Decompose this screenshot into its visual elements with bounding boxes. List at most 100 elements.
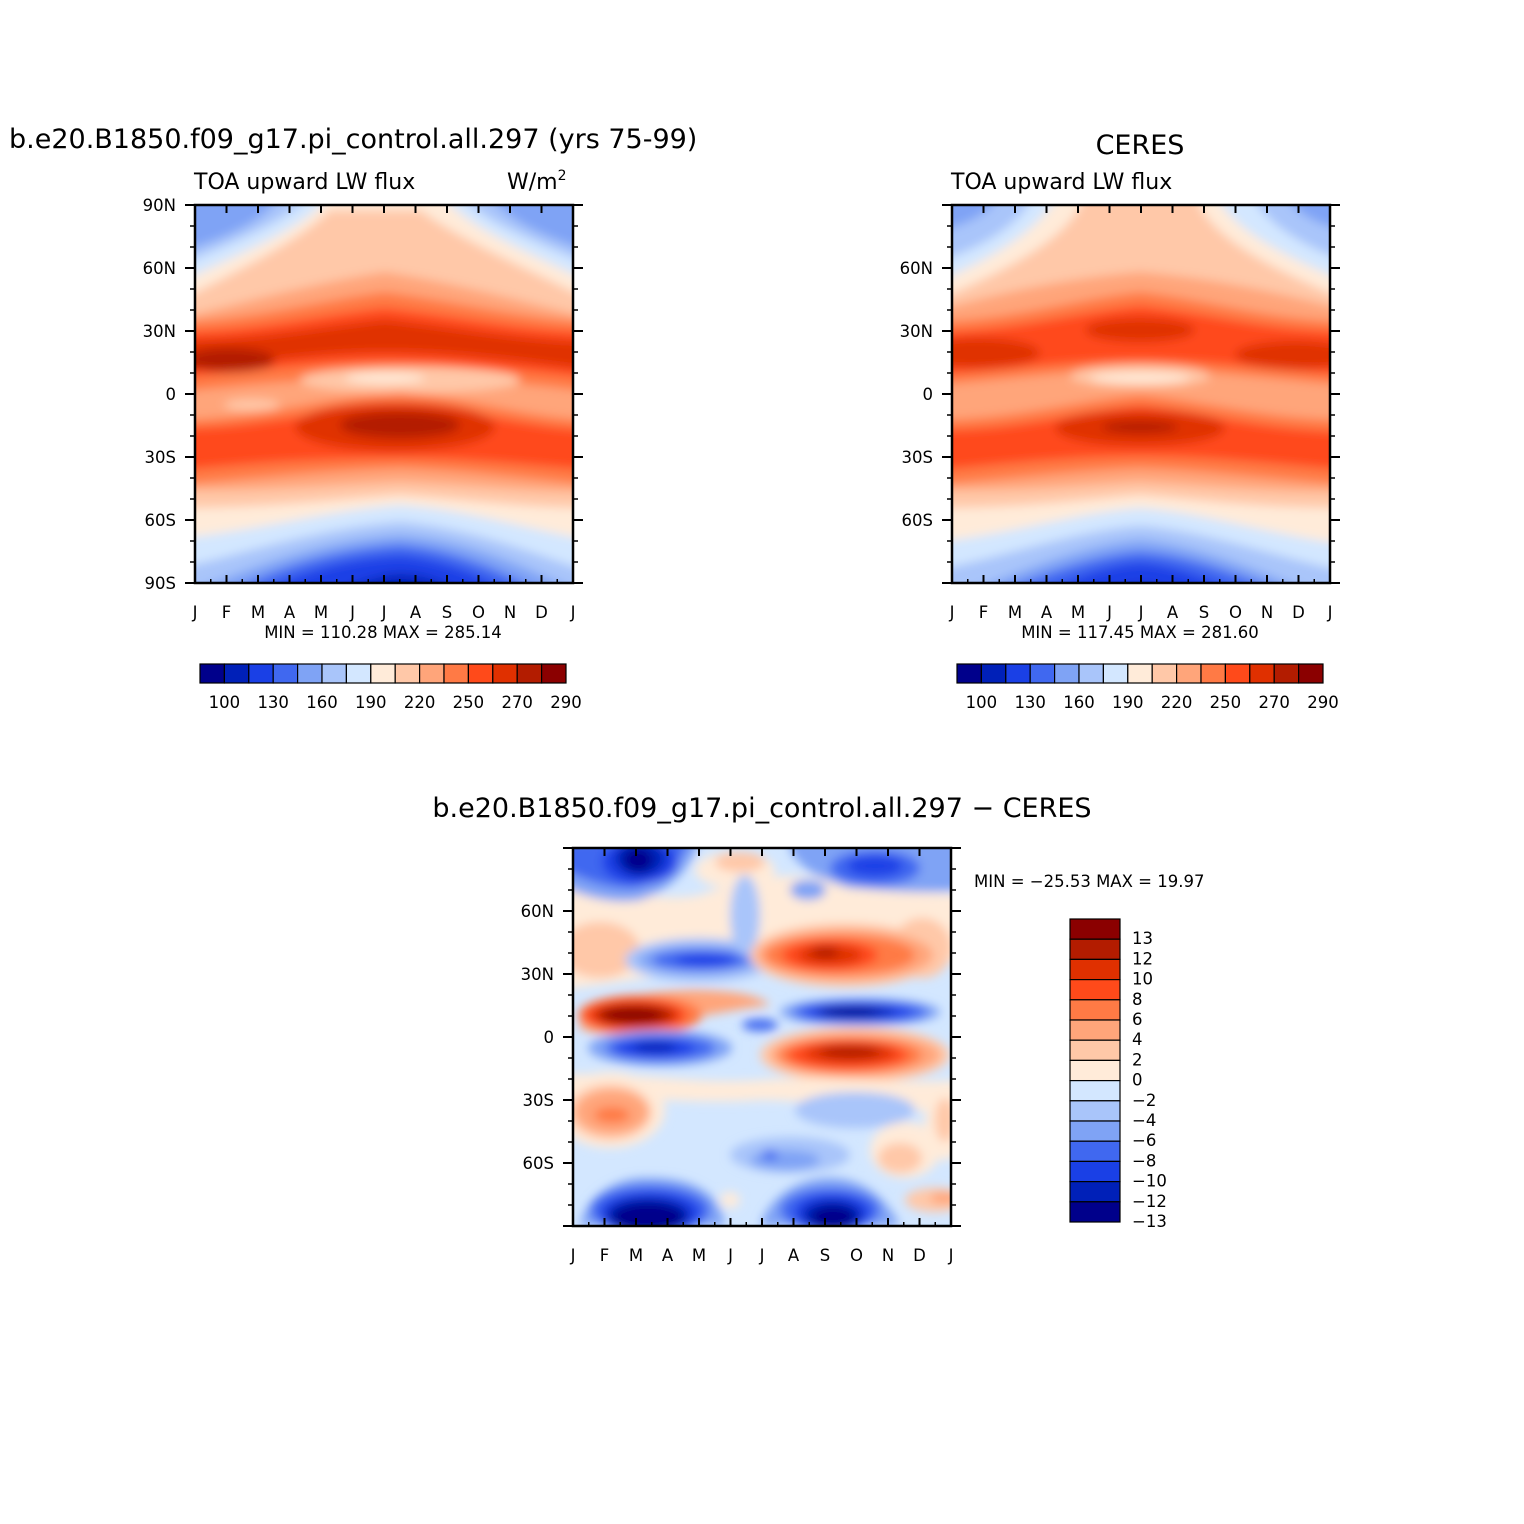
model-colorbar-box bbox=[345, 663, 372, 684]
ceres-title: CERES bbox=[1096, 130, 1185, 161]
ceres-x-tick-label: F bbox=[979, 603, 989, 622]
ceres-colorbar-label: 190 bbox=[1112, 693, 1144, 712]
difference-y-tick-label: 0 bbox=[544, 1028, 555, 1047]
difference-colorbar-box bbox=[1069, 1079, 1121, 1102]
ceres-x-tick-label: M bbox=[1071, 603, 1085, 622]
model-colorbar-box bbox=[272, 663, 299, 684]
units-base: W/m bbox=[507, 170, 558, 195]
difference-contour-field bbox=[573, 848, 951, 1226]
difference-x-tick-label: M bbox=[629, 1246, 643, 1265]
model-colorbar-box bbox=[467, 663, 494, 684]
difference-x-tick-label: J bbox=[727, 1246, 733, 1265]
ceres-x-tick-label: J bbox=[949, 603, 955, 622]
ceres-x-tick-label: J bbox=[1106, 603, 1112, 622]
ceres-y-tick-label: 60N bbox=[900, 259, 933, 278]
difference-y-tick-label: 60S bbox=[523, 1154, 554, 1173]
model-y-tick-label: 90N bbox=[143, 196, 176, 215]
model-units-label: W/m2 bbox=[507, 168, 567, 195]
ceres-x-tick-label: M bbox=[1008, 603, 1022, 622]
ceres-x-tick-label: O bbox=[1229, 603, 1242, 622]
ceres-colorbar-box bbox=[1200, 663, 1226, 684]
model-colorbar-box bbox=[223, 663, 250, 684]
model-colorbar-box bbox=[516, 663, 543, 684]
difference-colorbar-label: 8 bbox=[1132, 990, 1143, 1009]
difference-x-tick-label: A bbox=[788, 1246, 800, 1265]
difference-colorbar-label: −13 bbox=[1132, 1212, 1167, 1231]
ceres-x-tick-label: J bbox=[1138, 603, 1144, 622]
difference-colorbar-label: 2 bbox=[1132, 1050, 1143, 1069]
model-colorbar-box bbox=[492, 663, 518, 684]
model-colorbar-box bbox=[199, 663, 225, 684]
difference-colorbar-box bbox=[1069, 1039, 1121, 1061]
difference-colorbar-box bbox=[1069, 999, 1121, 1021]
ceres-x-tick-label: A bbox=[1167, 603, 1179, 622]
difference-x-tick-label: J bbox=[948, 1246, 954, 1265]
model-y-tick-label: 60N bbox=[143, 259, 176, 278]
ceres-colorbar-box bbox=[1005, 663, 1031, 684]
ceres-colorbar-box bbox=[1249, 663, 1275, 684]
difference-colorbar-label: −4 bbox=[1132, 1111, 1156, 1130]
difference-x-tick-label: F bbox=[600, 1246, 610, 1265]
model-colorbar-box bbox=[297, 663, 323, 684]
difference-colorbar-label: 6 bbox=[1132, 1010, 1143, 1029]
model-colorbar-label: 130 bbox=[257, 693, 289, 712]
difference-colorbar-box bbox=[1069, 958, 1121, 981]
model-colorbar-label: 220 bbox=[404, 693, 436, 712]
difference-colorbar-label: −10 bbox=[1132, 1172, 1167, 1191]
ceres-colorbar-label: 130 bbox=[1014, 693, 1046, 712]
model-x-tick-label: F bbox=[222, 603, 232, 622]
difference-colorbar-box bbox=[1069, 1019, 1121, 1041]
model-colorbar-label: 160 bbox=[306, 693, 338, 712]
difference-x-tick-label: J bbox=[759, 1246, 765, 1265]
ceres-colorbar-box bbox=[1224, 663, 1251, 684]
model-x-tick-label: J bbox=[349, 603, 355, 622]
model-x-tick-label: M bbox=[251, 603, 265, 622]
ceres-colorbar-box bbox=[1102, 663, 1129, 684]
model-x-tick-label: N bbox=[504, 603, 516, 622]
model-x-tick-label: O bbox=[472, 603, 485, 622]
difference-colorbar-box bbox=[1069, 918, 1121, 940]
difference-colorbar-box bbox=[1069, 1201, 1121, 1223]
model-x-tick-label: M bbox=[314, 603, 328, 622]
ceres-y-tick-label: 30N bbox=[900, 322, 933, 341]
ceres-colorbar-label: 100 bbox=[966, 693, 998, 712]
model-x-tick-label: A bbox=[410, 603, 422, 622]
difference-colorbar-box bbox=[1069, 1180, 1121, 1203]
difference-colorbar-box bbox=[1069, 978, 1121, 1001]
difference-colorbar-label: 4 bbox=[1132, 1030, 1143, 1049]
ceres-colorbar: 100 130 160 190 220 250 270 290 bbox=[956, 663, 1339, 712]
ceres-y-tick-label: 60S bbox=[902, 511, 933, 530]
ceres-x-tick-label: D bbox=[1292, 603, 1305, 622]
ceres-contour-field bbox=[952, 205, 1330, 583]
difference-colorbar-label: 13 bbox=[1132, 929, 1153, 948]
ceres-colorbar-box bbox=[1127, 663, 1153, 684]
model-colorbar-box bbox=[443, 663, 469, 684]
model-x-tick-label: J bbox=[381, 603, 387, 622]
model-x-tick-label: S bbox=[442, 603, 452, 622]
difference-x-tick-label: A bbox=[662, 1246, 674, 1265]
difference-x-tick-label: N bbox=[882, 1246, 894, 1265]
ceres-colorbar-box bbox=[1029, 663, 1056, 684]
difference-y-tick-label: 30N bbox=[521, 965, 554, 984]
model-colorbar-label: 270 bbox=[501, 693, 533, 712]
model-y-tick-label: 60S bbox=[145, 511, 176, 530]
model-colorbar: 100 130 160 190 220 250 270 290 bbox=[199, 663, 582, 712]
model-y-tick-label: 0 bbox=[166, 385, 177, 404]
model-colorbar-label: 100 bbox=[209, 693, 241, 712]
model-x-tick-label: J bbox=[570, 603, 576, 622]
difference-x-tick-label: O bbox=[850, 1246, 863, 1265]
difference-y-tick-label: 60N bbox=[521, 902, 554, 921]
difference-title: b.e20.B1850.f09_g17.pi_control.all.297 −… bbox=[432, 793, 1091, 824]
difference-colorbar-label: 0 bbox=[1132, 1071, 1143, 1090]
model-y-tick-label: 30S bbox=[145, 448, 176, 467]
difference-colorbar-box bbox=[1069, 1120, 1121, 1142]
model-colorbar-box bbox=[370, 663, 396, 684]
difference-colorbar-label: −6 bbox=[1132, 1131, 1156, 1150]
ceres-variable-label: TOA upward LW flux bbox=[950, 170, 1172, 195]
difference-colorbar-box bbox=[1069, 1100, 1121, 1122]
difference-colorbar-label: −12 bbox=[1132, 1192, 1167, 1211]
